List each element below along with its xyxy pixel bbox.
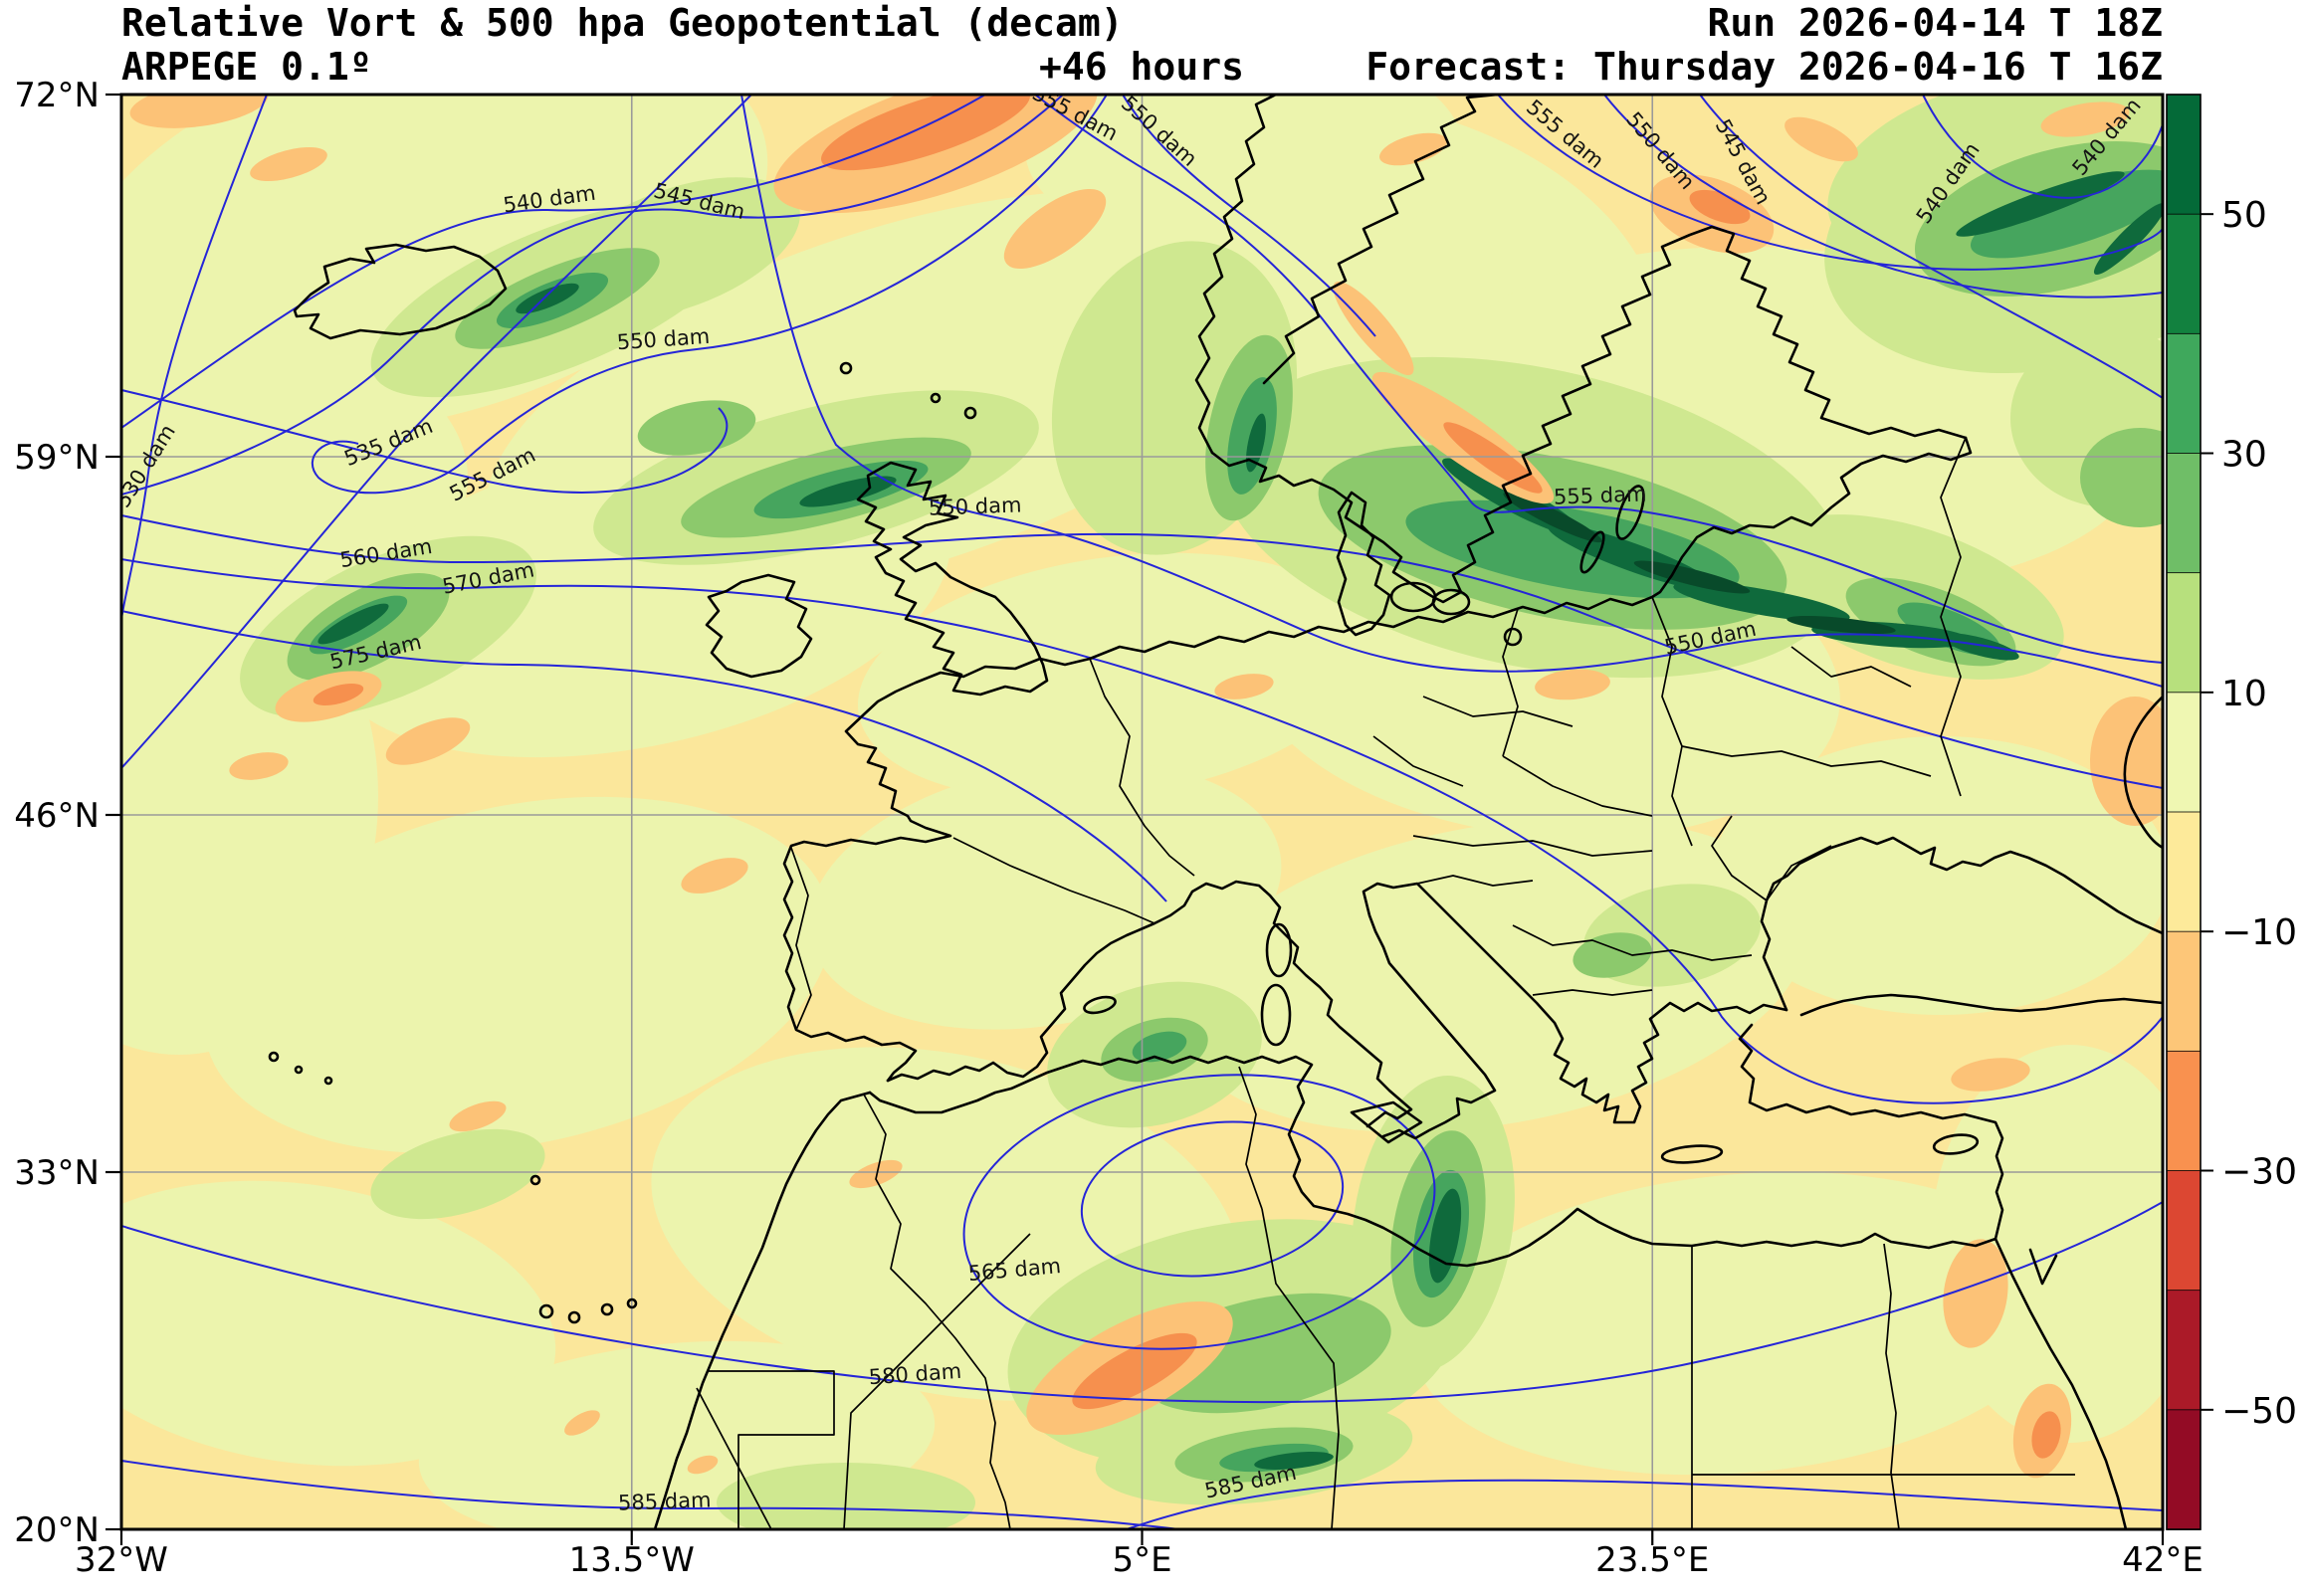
colorbar-tick-label: −30: [2221, 1152, 2297, 1193]
colorbar-segment: [2166, 453, 2202, 574]
geopotential-contours: [121, 95, 2163, 1529]
lat-tick-label: 46°N: [14, 796, 100, 836]
coastlines: [268, 95, 2163, 1529]
lat-tick-label: 72°N: [14, 76, 100, 115]
contour-label: 555 dam: [1554, 482, 1647, 508]
lat-tick-label: 20°N: [14, 1510, 100, 1550]
vorticity-darkest-green-cores: [1503, 492, 1896, 635]
contour-label: 585 dam: [618, 1488, 712, 1514]
lat-tick-label: 59°N: [14, 438, 100, 478]
colorbar-segment: [2166, 1409, 2202, 1531]
model-name: ARPEGE 0.1º: [121, 45, 372, 89]
colorbar-segment: [2166, 1050, 2202, 1172]
run-timestamp: Run 2026-04-14 T 18Z: [1707, 1, 2163, 45]
lat-tick-label: 33°N: [14, 1153, 100, 1193]
colorbar-segment: [2166, 572, 2202, 694]
colorbar-ticks: 50 30 10 −10 −30 −50: [2201, 195, 2297, 1432]
lon-tick-label: 5°E: [1112, 1540, 1171, 1580]
lon-tick-label: 42°E: [2122, 1540, 2204, 1580]
colorbar-segment: [2166, 94, 2202, 216]
lon-tick-label: 13.5°W: [569, 1540, 695, 1580]
colorbar-frame: [2166, 94, 2202, 1530]
colorbar-tick-label: 30: [2221, 435, 2267, 476]
lon-tick-label: 32°W: [75, 1540, 168, 1580]
colorbar-segment: [2166, 692, 2202, 813]
colorbar-segment: [2166, 332, 2202, 455]
colorbar-tick-label: −50: [2221, 1391, 2297, 1432]
longitude-axis: 32°W 13.5°W 5°E 23.5°E 42°E: [75, 1529, 2204, 1580]
colorbar-tick-label: 10: [2221, 674, 2267, 714]
colorbar-segment: [2166, 1290, 2202, 1411]
contour-label: 550 dam: [929, 493, 1022, 519]
colorbar-segment: [2166, 1170, 2202, 1292]
valid-timestamp: Forecast: Thursday 2026-04-16 T 16Z: [1365, 45, 2163, 89]
chart-title: Relative Vort & 500 hpa Geopotential (de…: [121, 1, 1124, 45]
forecast-lead-hours: +46 hours: [1039, 45, 1244, 89]
colorbar-segment: [2166, 811, 2202, 933]
colorbar-segment: [2166, 213, 2202, 335]
colorbar-tick-label: 50: [2221, 195, 2267, 236]
colorbar-tick-label: −10: [2221, 912, 2297, 953]
latitude-axis: 72°N 59°N 46°N 33°N 20°N: [14, 76, 121, 1550]
graticule-gridlines: [121, 95, 2163, 1529]
country-borders: [696, 437, 2075, 1529]
colorbar-segment: [2166, 930, 2202, 1053]
colorbar-segments: [2166, 94, 2202, 1531]
lon-tick-label: 23.5°E: [1595, 1540, 1709, 1580]
